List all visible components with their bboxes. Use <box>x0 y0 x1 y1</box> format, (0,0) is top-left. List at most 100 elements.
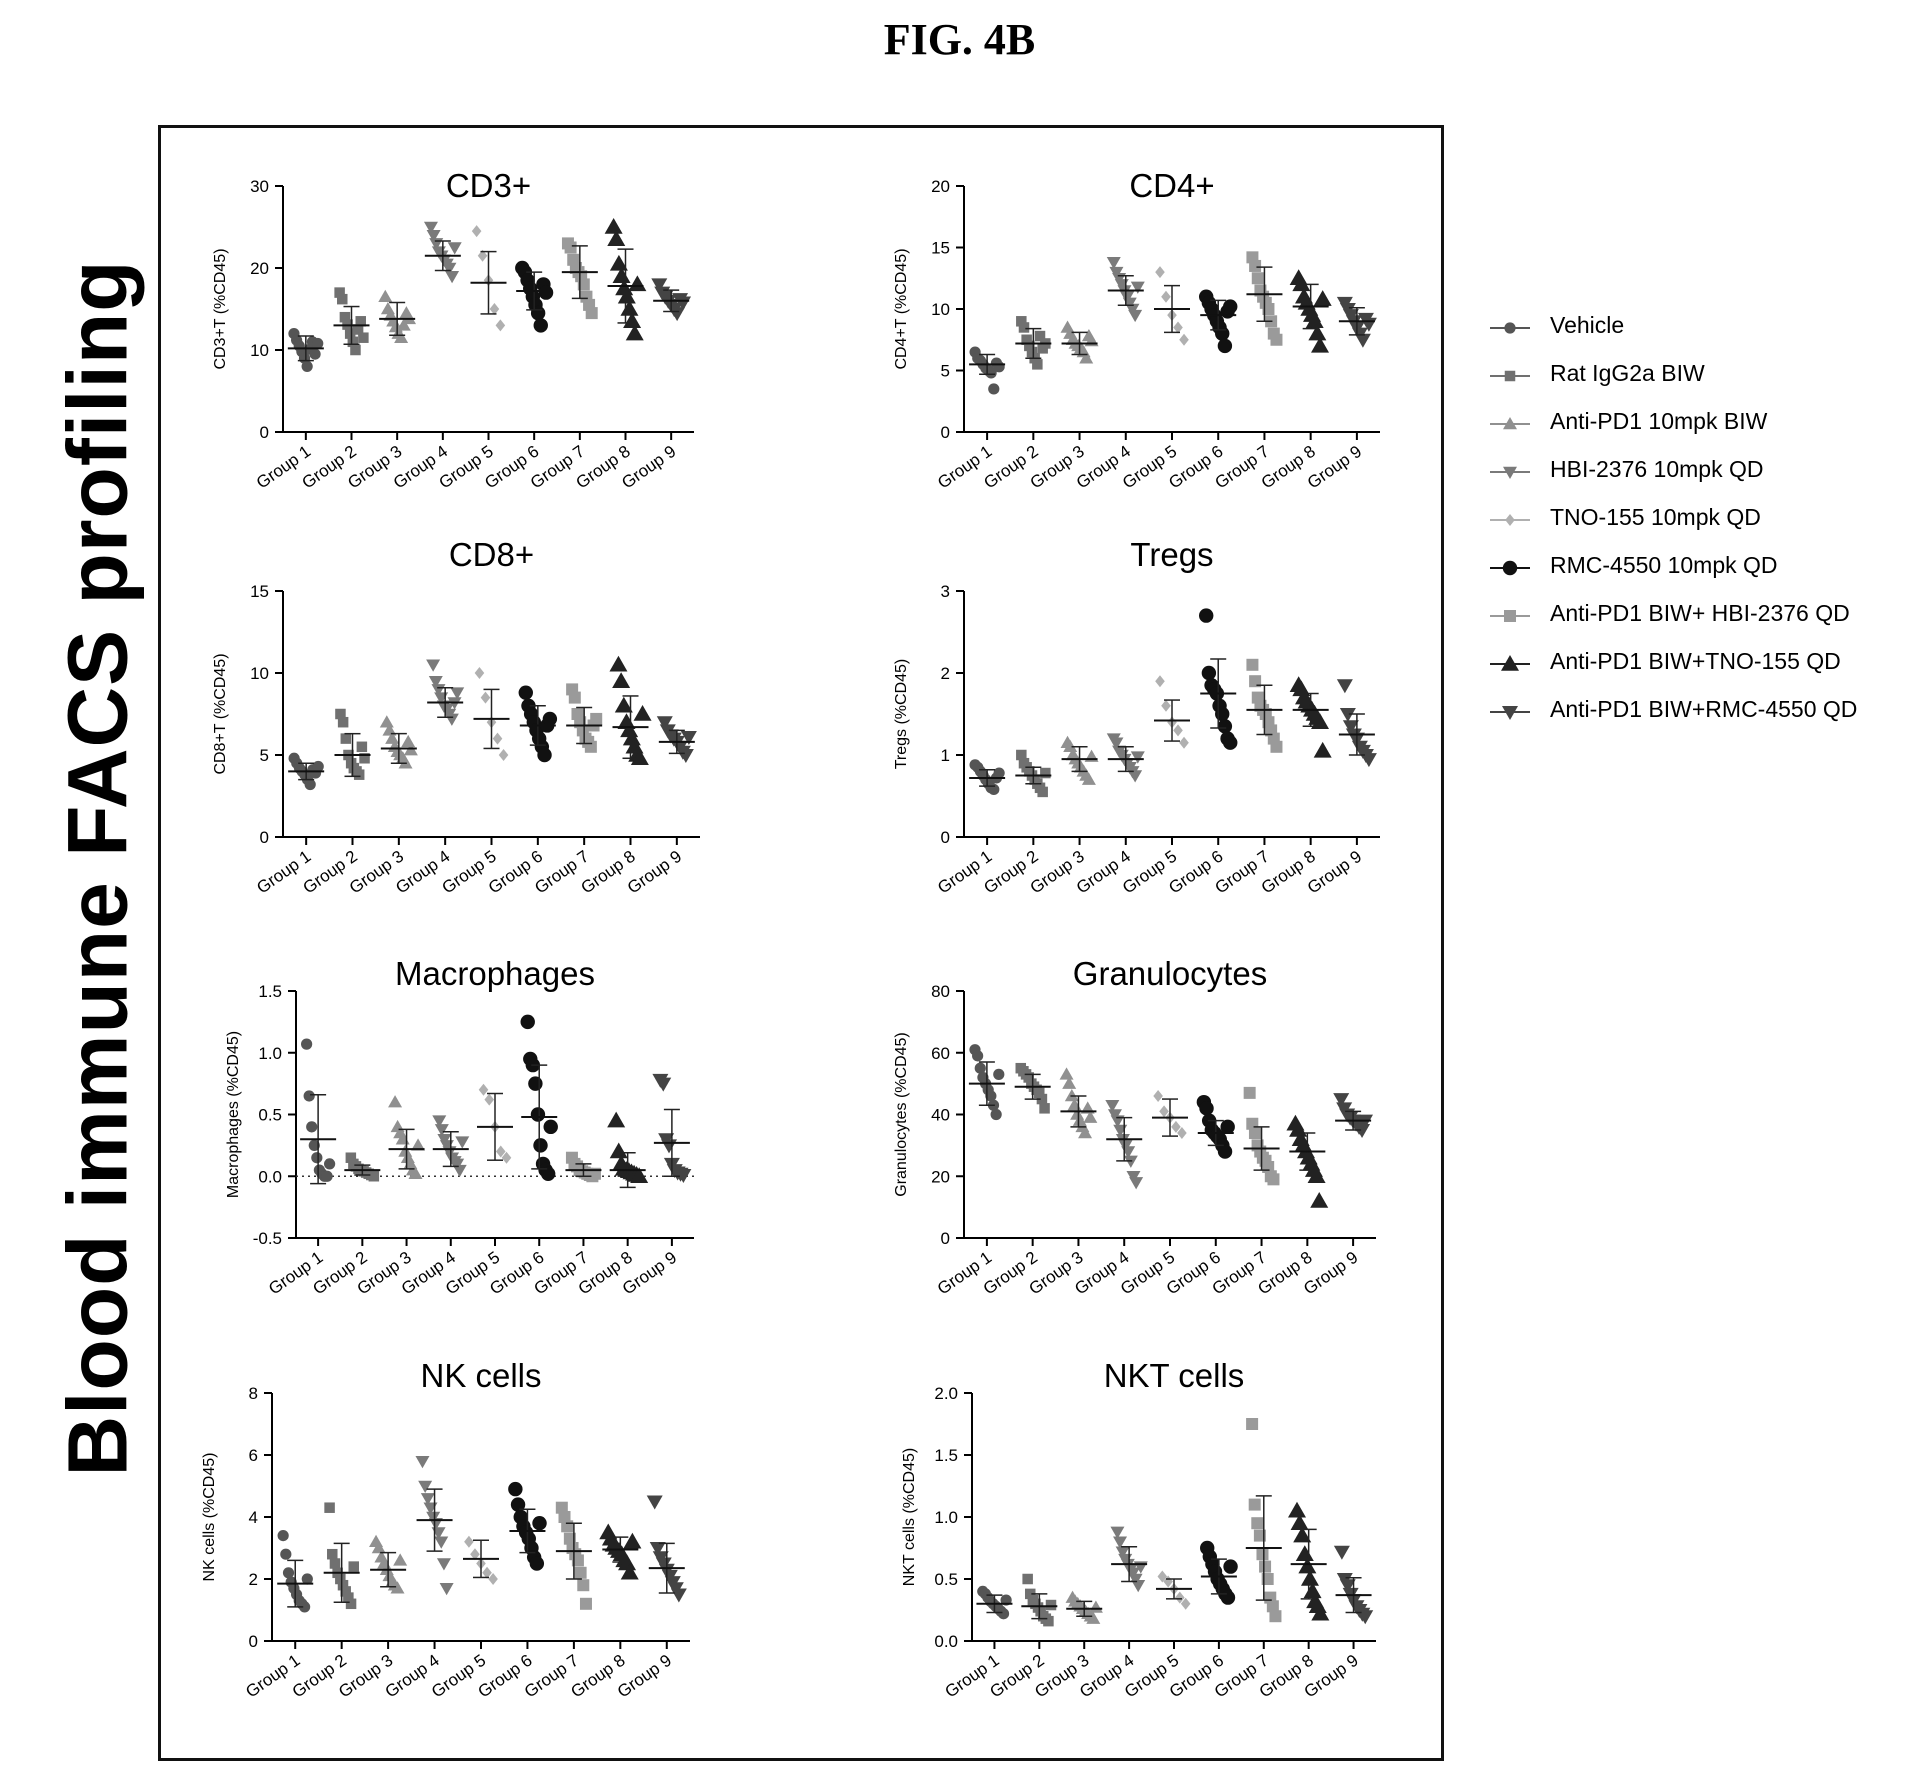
y-tick-label: 8 <box>249 1384 258 1403</box>
legend-marker-icon <box>1490 417 1530 430</box>
data-point <box>555 1501 568 1514</box>
y-tick-label: 6 <box>249 1446 258 1465</box>
data-point <box>1333 1545 1350 1560</box>
data-point <box>408 1166 423 1180</box>
chart-title: CD8+ <box>449 536 534 573</box>
y-tick-label: 2.0 <box>934 1384 958 1403</box>
legend-marker <box>1504 370 1516 382</box>
data-point <box>568 691 581 704</box>
data-point <box>1043 1615 1054 1627</box>
data-point <box>345 1152 357 1163</box>
data-point <box>350 344 361 356</box>
data-point <box>312 760 324 773</box>
data-point <box>533 1138 548 1153</box>
y-tick-label: 1.5 <box>934 1446 958 1465</box>
y-tick-label: 2 <box>941 664 950 683</box>
data-point <box>985 1090 997 1102</box>
data-point <box>646 1495 663 1510</box>
data-point <box>339 311 351 323</box>
data-point <box>1161 290 1171 303</box>
legend-marker <box>1503 417 1517 430</box>
data-point <box>432 1115 447 1128</box>
data-point <box>1109 266 1124 280</box>
data-point <box>452 1164 467 1178</box>
data-point <box>436 1558 451 1571</box>
data-point <box>347 336 359 348</box>
data-point <box>604 218 623 234</box>
data-point <box>607 1111 626 1128</box>
chart-title: Granulocytes <box>1073 955 1267 992</box>
data-point <box>343 1592 354 1603</box>
data-point <box>312 337 324 350</box>
data-point <box>379 715 394 728</box>
data-point <box>335 1573 346 1585</box>
data-point <box>1155 266 1165 279</box>
data-point <box>329 1558 341 1569</box>
data-point <box>401 734 416 748</box>
data-point <box>1256 1548 1269 1561</box>
data-point <box>344 328 356 339</box>
legend-label: Anti-PD1 BIW+RMC-4550 QD <box>1550 696 1858 722</box>
data-point <box>464 1535 474 1548</box>
data-point <box>358 332 369 343</box>
data-point <box>1246 658 1259 671</box>
data-point <box>394 330 409 343</box>
data-point <box>345 1598 357 1610</box>
data-point <box>585 307 598 320</box>
data-point <box>1339 708 1356 722</box>
data-point <box>434 1124 449 1137</box>
data-point <box>495 319 506 332</box>
legend-item-anti-pd1-hbi-2376: Anti-PD1 BIW+ HBI-2376 QD <box>1488 596 1908 644</box>
y-tick-label: 5 <box>941 362 950 381</box>
data-point <box>311 1152 323 1164</box>
data-point <box>1153 1089 1163 1102</box>
data-point <box>625 324 644 341</box>
legend-marker-icon <box>1490 655 1530 671</box>
data-point <box>1177 1127 1187 1140</box>
data-point <box>1113 1536 1128 1549</box>
data-point <box>388 1095 403 1108</box>
data-point <box>1034 1087 1045 1099</box>
legend-item-anti-pd1-tno-155: Anti-PD1 BIW+TNO-155 QD <box>1488 644 1908 692</box>
y-axis-label: Granulocytes (%CD45) <box>893 1032 910 1197</box>
legend-marker-icon <box>1490 466 1530 479</box>
data-point <box>1217 719 1233 734</box>
data-point <box>1259 1560 1272 1573</box>
y-axis-label: CD3+T (%CD45) <box>212 248 229 369</box>
data-point <box>1109 737 1124 750</box>
data-point <box>1248 1127 1261 1140</box>
data-point <box>612 672 631 688</box>
y-axis-label: CD4+T (%CD45) <box>893 248 910 369</box>
data-point <box>1173 724 1183 737</box>
data-point <box>471 225 482 238</box>
data-point <box>337 293 348 305</box>
data-point <box>1086 1611 1101 1624</box>
data-point <box>488 1573 498 1585</box>
data-point <box>1215 706 1230 722</box>
data-point <box>303 1090 315 1102</box>
data-point <box>1039 1103 1050 1114</box>
legend-label: Vehicle <box>1550 312 1625 338</box>
data-point <box>340 1586 351 1597</box>
legend-marker-icon <box>1490 370 1530 382</box>
y-tick-label: 1 <box>941 746 950 765</box>
data-point <box>1021 334 1032 345</box>
data-point <box>396 318 411 331</box>
data-point <box>1032 359 1043 370</box>
y-tick-label: 0.5 <box>258 1106 282 1125</box>
data-point <box>498 749 509 761</box>
data-point <box>614 696 633 713</box>
legend-marker-icon <box>1490 514 1530 526</box>
legend-marker <box>1502 560 1518 576</box>
data-point <box>530 1107 546 1122</box>
data-point <box>1179 333 1189 346</box>
data-point <box>442 262 457 275</box>
data-point <box>327 1548 338 1560</box>
data-point <box>1199 1101 1214 1116</box>
data-point <box>324 1502 335 1513</box>
data-point <box>649 1542 666 1556</box>
data-point <box>1293 1526 1312 1543</box>
data-point <box>423 221 438 234</box>
data-point <box>528 1076 543 1091</box>
data-point <box>1155 675 1165 688</box>
